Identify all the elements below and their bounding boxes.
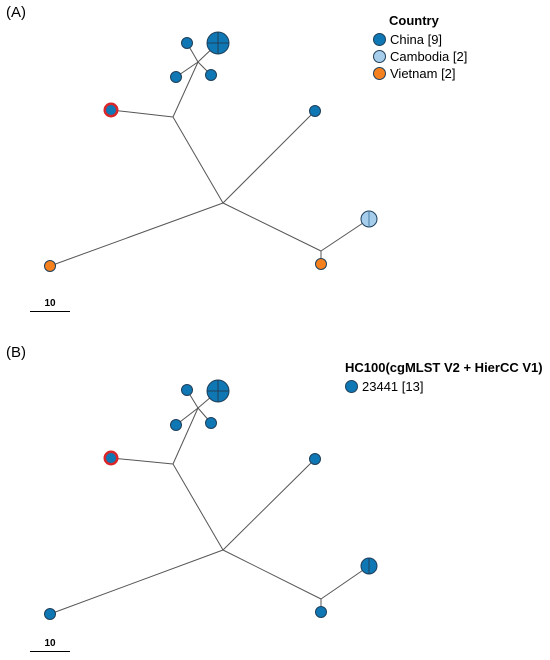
panel-a-label: (A) [6, 4, 26, 21]
scale-label: 10 [44, 638, 56, 649]
panel-a: (A) [6, 4, 467, 312]
tree-edge [172, 463, 224, 551]
legend-swatch-vietnam [373, 67, 386, 80]
node-23441 [309, 453, 321, 465]
tree-edge [222, 549, 322, 600]
scale-line [30, 311, 70, 312]
scale-label: 10 [44, 298, 56, 309]
tree-edge [320, 218, 370, 252]
tree-edge [172, 407, 199, 465]
panel-b-label: (B) [6, 344, 26, 361]
legend-label: China [9] [390, 32, 443, 47]
minimum-spanning-tree-a [44, 31, 378, 272]
node-23441 [170, 419, 182, 431]
node-23441 [315, 606, 327, 618]
node-vietnam [315, 258, 327, 270]
node-china [205, 69, 217, 81]
node-vietnam [44, 260, 56, 272]
node-china-highlighted [106, 105, 116, 115]
legend-title: Country [389, 13, 439, 28]
legend-title: HC100(cgMLST V2 + HierCC V1) [345, 360, 543, 375]
legend-entry-china: China [9] [373, 31, 467, 48]
legend-swatch-cambodia [373, 50, 386, 63]
node-23441-highlighted [106, 453, 116, 463]
tree-edge [110, 457, 174, 465]
tree-edge [320, 565, 370, 600]
legend-country: Country China [9] Cambodia [2] Vietnam [… [373, 13, 467, 82]
legend-entry-vietnam: Vietnam [2] [373, 65, 467, 82]
node-23441 [44, 608, 56, 620]
node-china [309, 105, 321, 117]
legend-label: Cambodia [2] [390, 49, 468, 64]
node-china [181, 37, 193, 49]
tree-edge [222, 458, 316, 551]
legend-hc100: HC100(cgMLST V2 + HierCC V1) 23441 [13] [345, 360, 543, 395]
legend-swatch-china [373, 33, 386, 46]
tree-edge [172, 61, 199, 118]
tree-edge [49, 549, 224, 615]
tree-edge [172, 116, 224, 204]
node-china [170, 71, 182, 83]
tree-edge [222, 110, 316, 204]
minimum-spanning-tree-b [44, 379, 378, 620]
node-23441 [205, 417, 217, 429]
tree-edge [110, 109, 174, 118]
scale-line [30, 651, 70, 652]
legend-label: Vietnam [2] [390, 66, 456, 81]
legend-entry-23441: 23441 [13] [345, 378, 543, 395]
node-23441 [181, 384, 193, 396]
tree-edge [49, 202, 224, 267]
tree-edge [222, 202, 322, 252]
panel-b: (B) [0, 330, 550, 655]
legend-entry-cambodia: Cambodia [2] [373, 48, 467, 65]
legend-swatch-23441 [345, 380, 358, 393]
legend-label: 23441 [13] [362, 379, 424, 394]
